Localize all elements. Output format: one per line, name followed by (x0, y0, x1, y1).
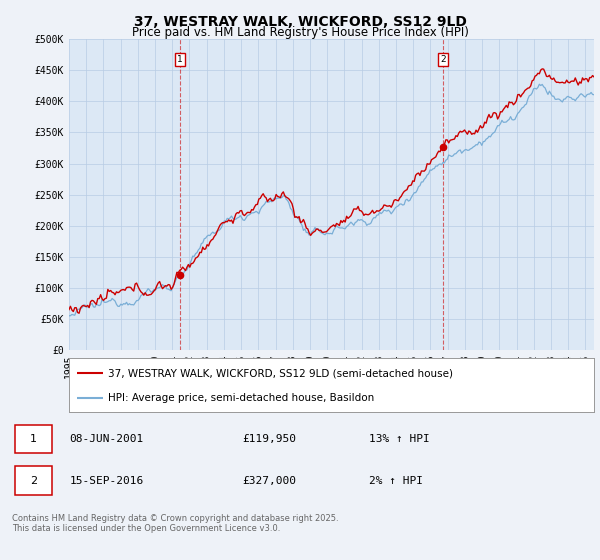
Text: 37, WESTRAY WALK, WICKFORD, SS12 9LD: 37, WESTRAY WALK, WICKFORD, SS12 9LD (134, 15, 466, 29)
Text: 13% ↑ HPI: 13% ↑ HPI (369, 434, 430, 444)
Text: Price paid vs. HM Land Registry's House Price Index (HPI): Price paid vs. HM Land Registry's House … (131, 26, 469, 39)
FancyBboxPatch shape (15, 466, 52, 495)
Text: £327,000: £327,000 (242, 476, 296, 486)
FancyBboxPatch shape (15, 425, 52, 454)
Text: Contains HM Land Registry data © Crown copyright and database right 2025.
This d: Contains HM Land Registry data © Crown c… (12, 514, 338, 534)
Text: 08-JUN-2001: 08-JUN-2001 (70, 434, 144, 444)
Text: 37, WESTRAY WALK, WICKFORD, SS12 9LD (semi-detached house): 37, WESTRAY WALK, WICKFORD, SS12 9LD (se… (109, 368, 454, 379)
Text: £119,950: £119,950 (242, 434, 296, 444)
Text: 2: 2 (30, 476, 37, 486)
Text: 2: 2 (440, 55, 446, 64)
Text: 2% ↑ HPI: 2% ↑ HPI (369, 476, 423, 486)
Text: 1: 1 (177, 55, 183, 64)
Text: HPI: Average price, semi-detached house, Basildon: HPI: Average price, semi-detached house,… (109, 393, 374, 403)
Text: 15-SEP-2016: 15-SEP-2016 (70, 476, 144, 486)
Text: 1: 1 (30, 434, 37, 444)
